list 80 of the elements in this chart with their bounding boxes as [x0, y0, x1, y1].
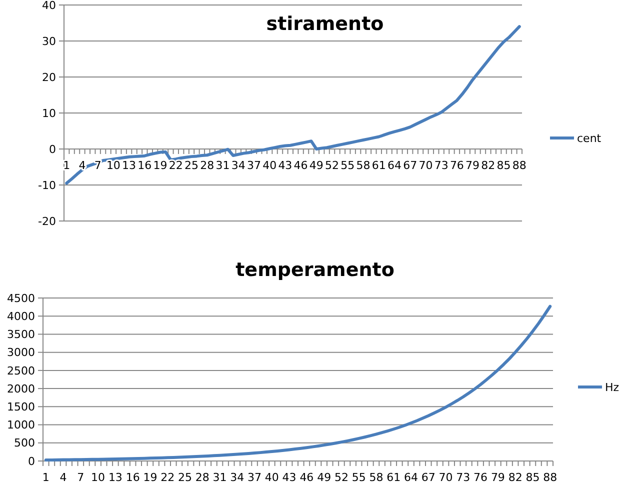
x-tick-label: 73: [434, 159, 448, 172]
y-tick-label: -10: [38, 178, 56, 192]
x-tick-label: 25: [178, 471, 192, 484]
x-tick-label: 55: [352, 471, 366, 484]
x-tick-label: 58: [356, 159, 370, 172]
x-tick-label: 79: [466, 159, 480, 172]
y-tick-label: 1500: [7, 400, 35, 414]
x-tick-label: 49: [309, 159, 324, 172]
y-tick-label: 3000: [7, 346, 35, 360]
legend-label: cent: [577, 132, 602, 145]
x-tick-label: 4: [60, 471, 67, 484]
x-tick-label: 76: [474, 471, 488, 484]
x-tick-label: 70: [438, 471, 453, 484]
y-tick-label: 0: [49, 142, 56, 156]
x-tick-label: 49: [317, 471, 332, 484]
x-tick-label: 67: [421, 471, 436, 484]
y-tick-label: 4000: [7, 310, 35, 323]
y-tick-label: 2500: [7, 364, 35, 378]
x-tick-label: 37: [248, 471, 262, 484]
x-tick-label: 22: [160, 471, 175, 484]
x-tick-label: 82: [481, 159, 496, 172]
x-tick-label: 64: [404, 471, 418, 484]
x-tick-label: 34: [230, 471, 244, 484]
x-tick-label: 46: [294, 159, 308, 172]
y-tick-label: -20: [38, 214, 56, 228]
x-tick-label: 85: [526, 471, 540, 484]
x-tick-label: 22: [168, 159, 183, 172]
x-tick-label: 58: [369, 471, 384, 484]
x-tick-label: 64: [387, 159, 402, 172]
x-tick-label: 61: [386, 471, 401, 484]
x-tick-label: 28: [200, 159, 214, 172]
y-tick-label: 4500: [7, 292, 35, 305]
x-tick-label: 13: [122, 159, 136, 172]
x-tick-label: 40: [262, 159, 277, 172]
x-tick-label: 19: [143, 471, 158, 484]
x-tick-label: 52: [325, 159, 340, 172]
y-tick-label: 1000: [7, 418, 35, 432]
legend-label: Hz: [605, 380, 620, 394]
x-tick-label: 55: [340, 159, 355, 172]
y-tick-label: 20: [42, 70, 56, 84]
x-tick-label: 31: [212, 471, 227, 484]
x-tick-label: 25: [184, 159, 199, 172]
x-tick-label: 43: [278, 159, 292, 172]
x-tick-label: 82: [508, 471, 522, 484]
x-tick-label: 34: [231, 159, 246, 172]
x-tick-label: 37: [246, 159, 261, 172]
x-tick-label: 16: [138, 159, 152, 172]
y-tick-label: 10: [42, 106, 56, 120]
x-tick-label: 85: [496, 159, 511, 172]
x-tick-label: 79: [490, 471, 505, 484]
x-tick-label: 88: [543, 471, 558, 484]
x-tick-label: 43: [282, 471, 296, 484]
x-tick-label: 73: [456, 471, 470, 484]
chart-title: temperamento: [236, 259, 394, 281]
x-tick-label: 13: [108, 471, 122, 484]
x-tick-label: 88: [512, 159, 526, 172]
x-tick-label: 10: [91, 471, 106, 484]
x-tick-label: 19: [153, 159, 168, 172]
y-tick-label: 500: [14, 436, 35, 450]
x-tick-label: 4: [78, 159, 86, 172]
x-tick-label: 10: [106, 159, 120, 172]
x-tick-label: 76: [450, 159, 464, 172]
x-tick-label: 7: [77, 471, 84, 484]
x-tick-label: 16: [126, 471, 140, 484]
y-tick-label: 2000: [7, 382, 35, 396]
y-tick-label: 30: [42, 34, 56, 48]
y-tick-label: 40: [42, 0, 56, 12]
x-tick-label: 70: [418, 159, 433, 172]
x-tick-label: 28: [195, 471, 210, 484]
y-tick-label: 3500: [7, 328, 35, 342]
chart-title: stiramento: [266, 13, 384, 35]
x-tick-label: 1: [63, 159, 70, 172]
x-tick-label: 61: [372, 159, 386, 172]
x-tick-label: 40: [264, 471, 279, 484]
x-tick-label: 31: [216, 159, 230, 172]
x-tick-label: 1: [42, 471, 50, 484]
x-tick-label: 67: [403, 159, 418, 172]
x-tick-label: 46: [300, 471, 314, 484]
y-tick-label: 0: [28, 454, 35, 468]
x-tick-label: 52: [334, 471, 348, 484]
